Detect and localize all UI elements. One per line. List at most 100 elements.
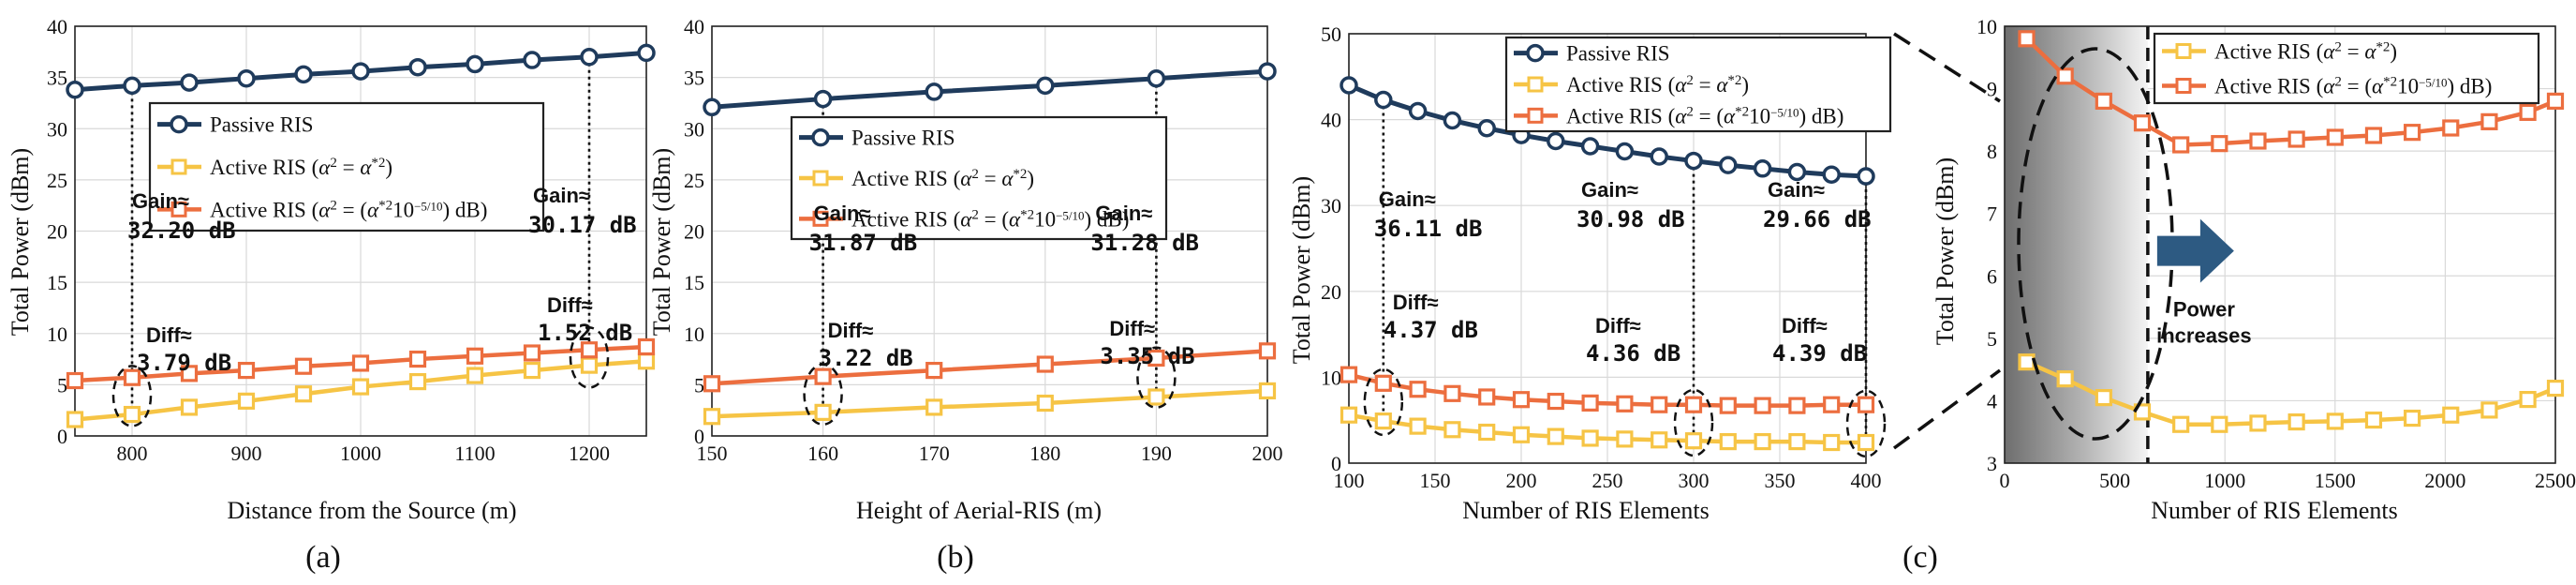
- point-active1: [180, 398, 199, 416]
- point-active1: [1719, 433, 1737, 451]
- axes-frame: [1348, 33, 1867, 464]
- diff-value: 3.79 dB: [137, 350, 231, 376]
- highlight-ellipse: [1673, 388, 1714, 458]
- legend-label-passive: Passive RIS: [1566, 42, 1670, 66]
- point-passive: [66, 80, 84, 99]
- point-passive: [580, 48, 599, 67]
- x-tick-label: 170: [919, 442, 950, 465]
- point-active1: [123, 405, 141, 424]
- point-active2: [925, 361, 943, 380]
- point-active1: [2546, 380, 2565, 398]
- point-active2: [180, 365, 199, 382]
- point-active2: [294, 357, 313, 375]
- highlight-ellipse: [1136, 346, 1177, 409]
- zoom-connector-bottom: [1892, 368, 2002, 450]
- legend-marker-active1: [170, 158, 187, 175]
- diff-value: 4.36 dB: [1586, 340, 1680, 367]
- legend-label-active1: Active RIS (α2 = α*2): [1566, 73, 1749, 97]
- point-passive: [466, 54, 484, 74]
- legend-box: [148, 101, 545, 232]
- point-active2: [1684, 396, 1703, 413]
- legend-box: [790, 115, 1168, 241]
- point-active2: [1443, 384, 1461, 402]
- chart-c1-xlabel: Number of RIS Elements: [1462, 497, 1710, 524]
- diff-label: Diff≈: [547, 293, 593, 317]
- point-active2: [2056, 68, 2074, 85]
- x-tick-label: 800: [117, 442, 148, 465]
- axes-frame: [74, 25, 647, 437]
- x-tick-label: 1500: [2315, 469, 2356, 492]
- x-tick-label: 250: [1592, 469, 1623, 492]
- y-tick-label: 5: [57, 373, 67, 397]
- zoom-connector-top: [1893, 32, 2001, 103]
- point-active2: [2404, 124, 2421, 142]
- series-line-active1: [711, 388, 1268, 419]
- point-active2: [523, 344, 541, 362]
- point-active2: [2133, 114, 2152, 132]
- point-active2: [237, 361, 256, 380]
- chart-c1-annotations: Gain≈ 36.11 dB Diff≈ 4.37 dB Gain≈ 30.98 dB Di…: [1374, 178, 1872, 367]
- point-active1: [1788, 433, 1806, 451]
- y-tick-label: 50: [1321, 22, 1341, 46]
- axes-frame: [2004, 25, 2556, 464]
- y-tick-label: 4: [1987, 389, 1997, 412]
- chart-a-xlabel: Distance from the Source (m): [227, 497, 516, 524]
- diff-label: Diff≈: [1595, 314, 1641, 338]
- y-tick-label: 25: [47, 169, 67, 192]
- point-passive: [1684, 151, 1703, 171]
- point-active1: [1823, 433, 1841, 452]
- point-passive: [1615, 142, 1635, 161]
- gain-value: 31.28 dB: [1090, 230, 1199, 256]
- point-active1: [2442, 406, 2460, 424]
- point-active1: [2095, 389, 2112, 407]
- point-passive: [1753, 159, 1772, 178]
- chart-a-frame: [74, 25, 647, 437]
- point-active1: [1340, 406, 1358, 424]
- y-tick-label: 40: [684, 15, 704, 38]
- x-tick-label: 150: [697, 442, 728, 465]
- point-active1: [1478, 423, 1496, 442]
- y-tick-label: 10: [684, 322, 704, 346]
- chart-c1-ylabel: Total Power (dBm): [1288, 176, 1315, 364]
- gain-label: Gain≈: [814, 202, 871, 225]
- zoom-connectors: [1892, 32, 2002, 450]
- point-active2: [1340, 366, 1358, 383]
- chart-b-ellipses: [803, 346, 1177, 427]
- x-tick-label: 100: [1334, 469, 1365, 492]
- point-passive: [813, 89, 833, 109]
- legend-marker-passive: [811, 128, 830, 147]
- y-tick-label: 25: [684, 169, 704, 192]
- y-tick-label: 20: [684, 220, 704, 244]
- x-tick-label: 1200: [569, 442, 610, 465]
- gain-label: Gain≈: [1581, 178, 1638, 202]
- shaded-region: [2005, 26, 2148, 463]
- series-line-active2: [1348, 372, 1866, 408]
- legend-label-active2: Active RIS (α2 = (α*210−5/10) dB): [1566, 104, 1843, 128]
- point-passive: [1822, 165, 1841, 184]
- point-active1: [637, 352, 656, 370]
- legend-marker-active2: [812, 210, 829, 227]
- diff-label: Diff≈: [1782, 314, 1828, 338]
- chart-c2-ticks: 0 500 1000 1500 2000 2500 3 4 5 6 7 8 9 10: [1976, 15, 2576, 492]
- series-line-active1: [1348, 412, 1866, 445]
- legend-marker-passive: [1526, 43, 1545, 63]
- series-line-passive: [1348, 82, 1867, 179]
- point-passive: [1857, 167, 1875, 186]
- legend-label-active1: Active RIS (α2 = α*2): [2214, 40, 2397, 64]
- chart-b-annotations: Gain≈ 31.87 dB Diff≈ 3.22 dB Gain≈ 31.28 dB Di…: [809, 202, 1199, 371]
- diff-label: Diff≈: [1393, 291, 1439, 314]
- y-tick-label: 35: [47, 67, 67, 90]
- x-tick-label: 2500: [2535, 469, 2576, 492]
- chart-a-ylabel: Total Power (dBm): [7, 148, 34, 336]
- y-tick-label: 30: [684, 117, 704, 141]
- chart-b-ylabel: Total Power (dBm): [648, 148, 675, 336]
- point-passive: [1258, 62, 1277, 81]
- chart-c-panel-label: (c): [1902, 540, 1938, 575]
- chart-b-legend: Passive RIS Active RIS (α2 = α*2) Active R…: [790, 115, 1168, 241]
- series-line-active2: [711, 349, 1268, 386]
- gain-value: 31.87 dB: [809, 230, 918, 256]
- point-active1: [2519, 390, 2537, 409]
- point-passive: [637, 43, 656, 63]
- x-tick-label: 1000: [340, 442, 381, 465]
